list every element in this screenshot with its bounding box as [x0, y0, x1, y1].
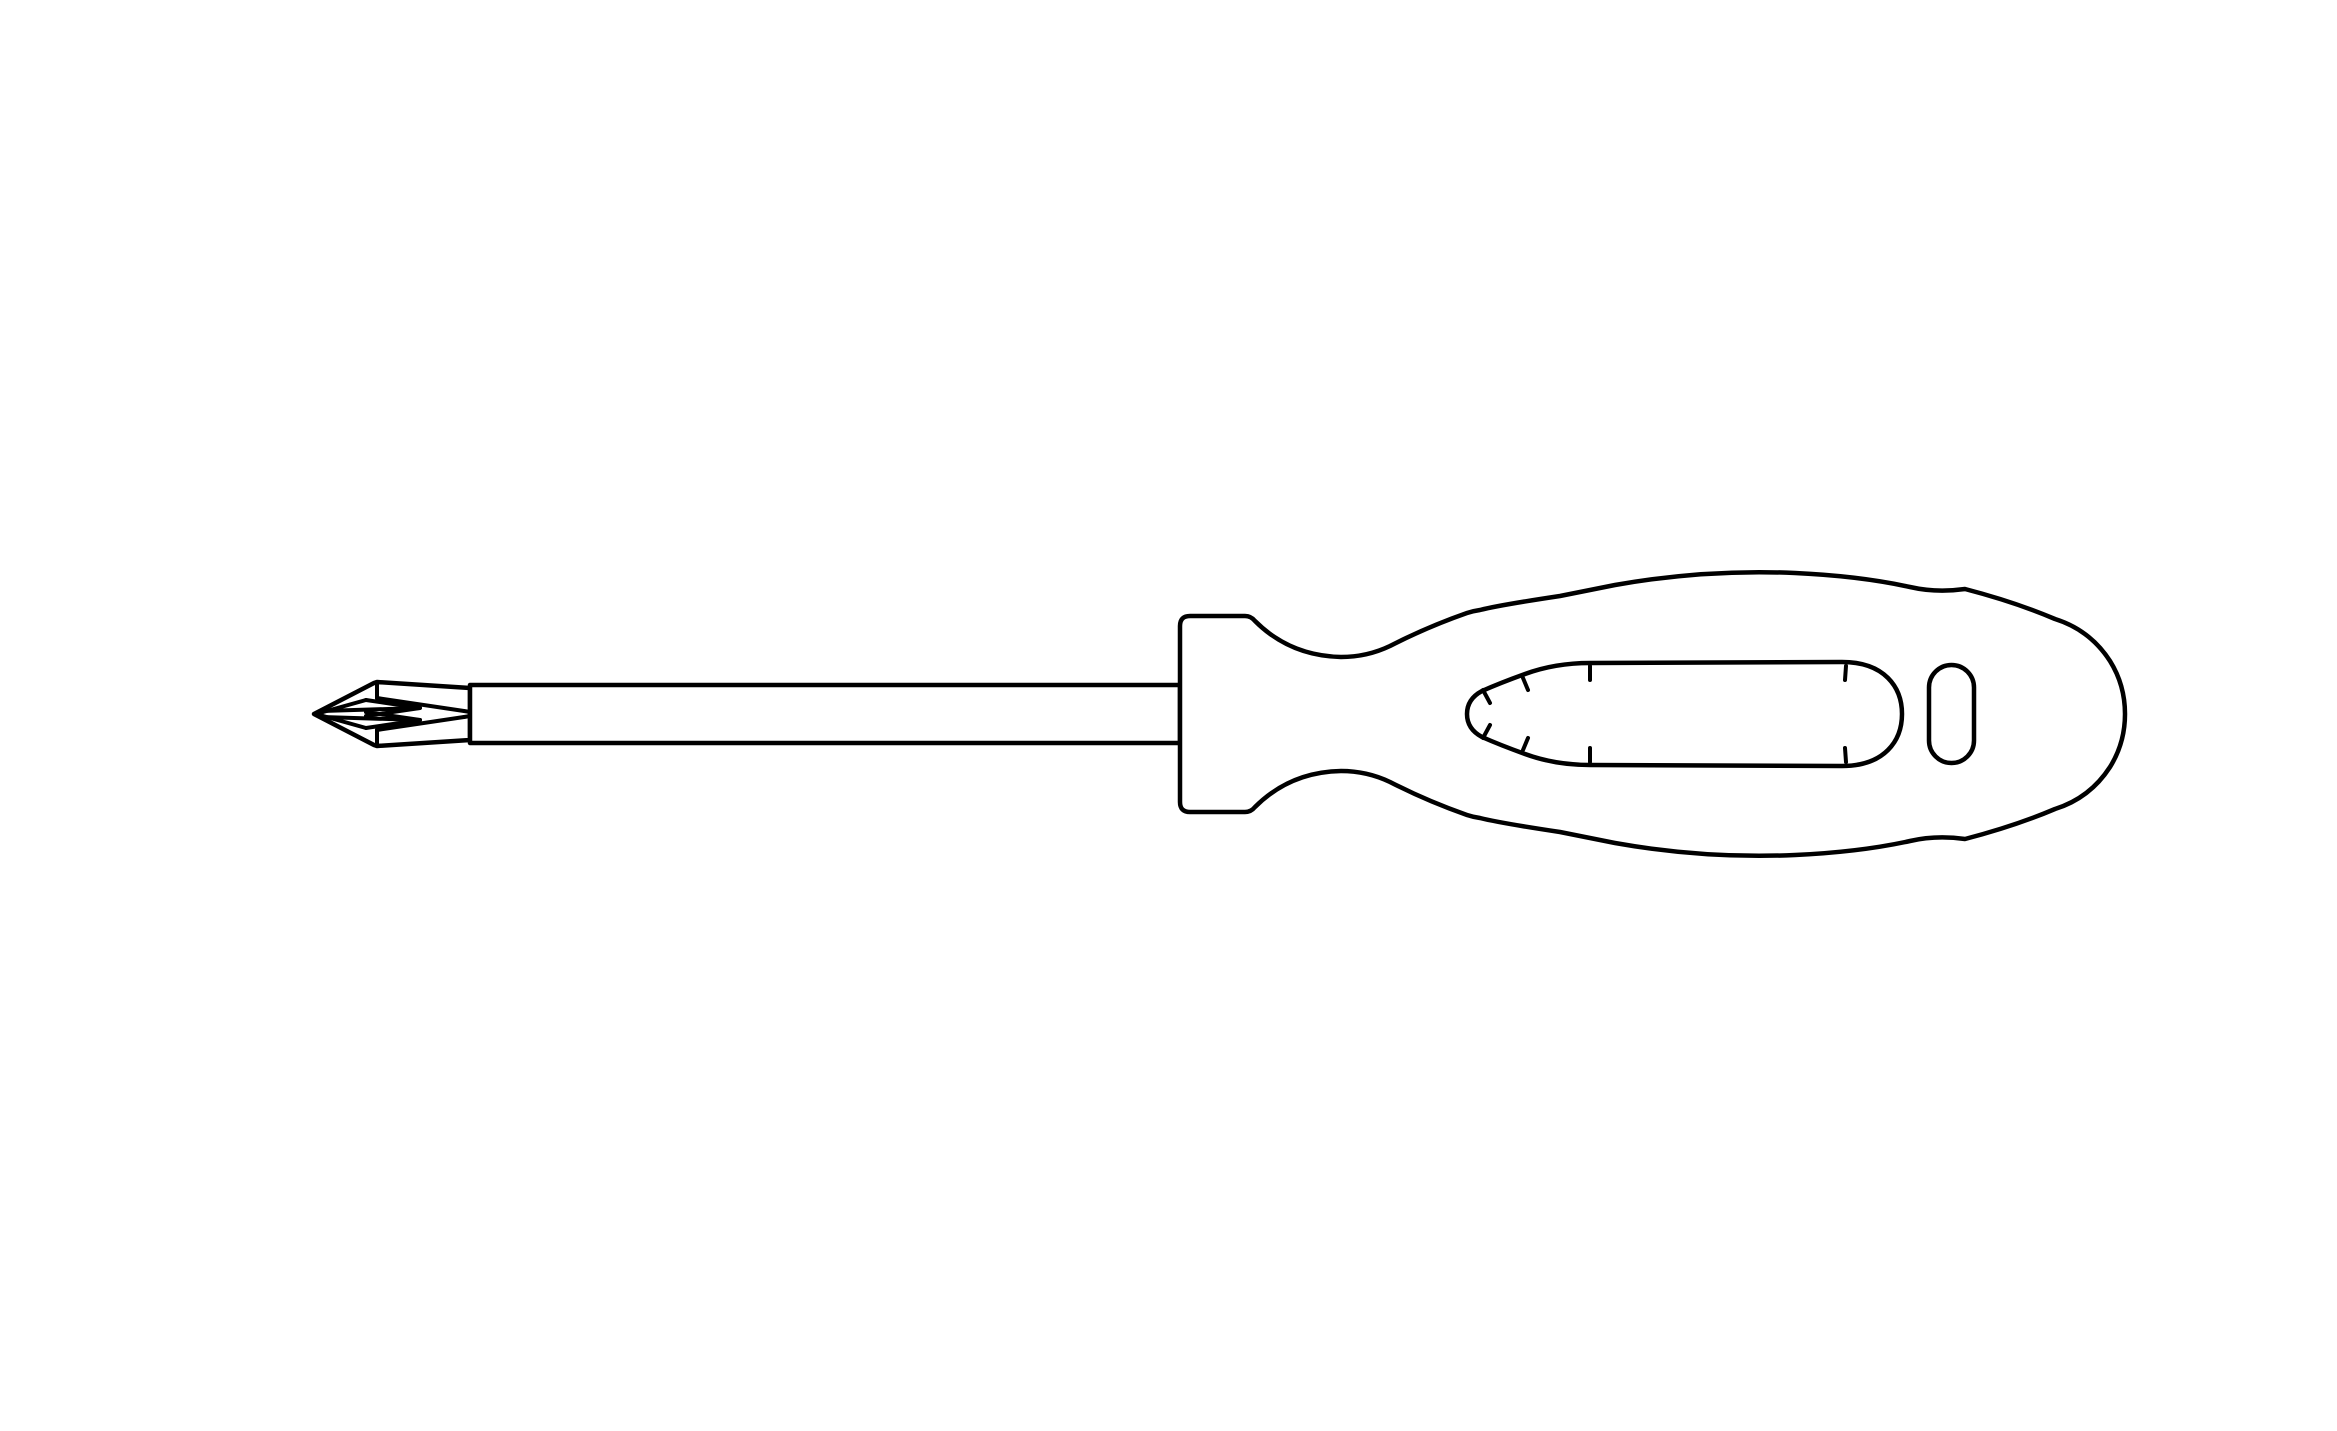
screwdriver-tip: [311, 679, 473, 749]
hanging-slot: [1926, 662, 1977, 766]
handle-grip-window: [1464, 659, 1905, 769]
screwdriver-shaft: [467, 682, 1183, 746]
